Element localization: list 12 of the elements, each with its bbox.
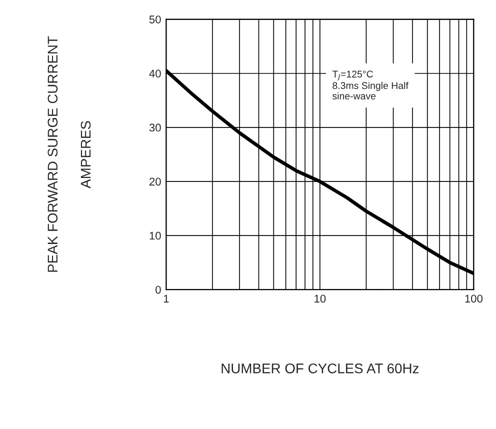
y-tick-label: 40 (149, 70, 161, 78)
y-tick-label: 10 (150, 232, 161, 240)
x-tick-label: 100 (465, 294, 483, 303)
x-axis-title: NUMBER OF CYCLES AT 60Hz (222, 363, 419, 374)
x-tick-label: 1 (164, 294, 169, 302)
y-tick-label: 20 (150, 178, 161, 186)
y-tick-label: 50 (149, 16, 161, 24)
annotation: T$_{J}$=125°C 8.3ms Single Half sine-wave (332, 70, 408, 100)
y-tick-label: 0 (156, 286, 161, 294)
text: PEAK FORWARD SURGE CURRENT AMPERES (48, 36, 91, 272)
x-tick-label: 10 (314, 294, 326, 303)
y-tick-label: 30 (149, 124, 161, 132)
